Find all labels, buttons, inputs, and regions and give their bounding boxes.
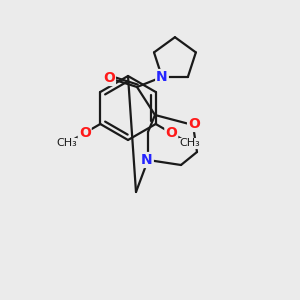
Text: O: O <box>165 126 177 140</box>
Text: N: N <box>141 153 153 167</box>
Text: N: N <box>156 70 168 84</box>
Text: CH₃: CH₃ <box>56 139 77 148</box>
Text: O: O <box>103 71 115 85</box>
Text: O: O <box>188 117 200 131</box>
Text: O: O <box>79 126 91 140</box>
Text: CH₃: CH₃ <box>179 139 200 148</box>
